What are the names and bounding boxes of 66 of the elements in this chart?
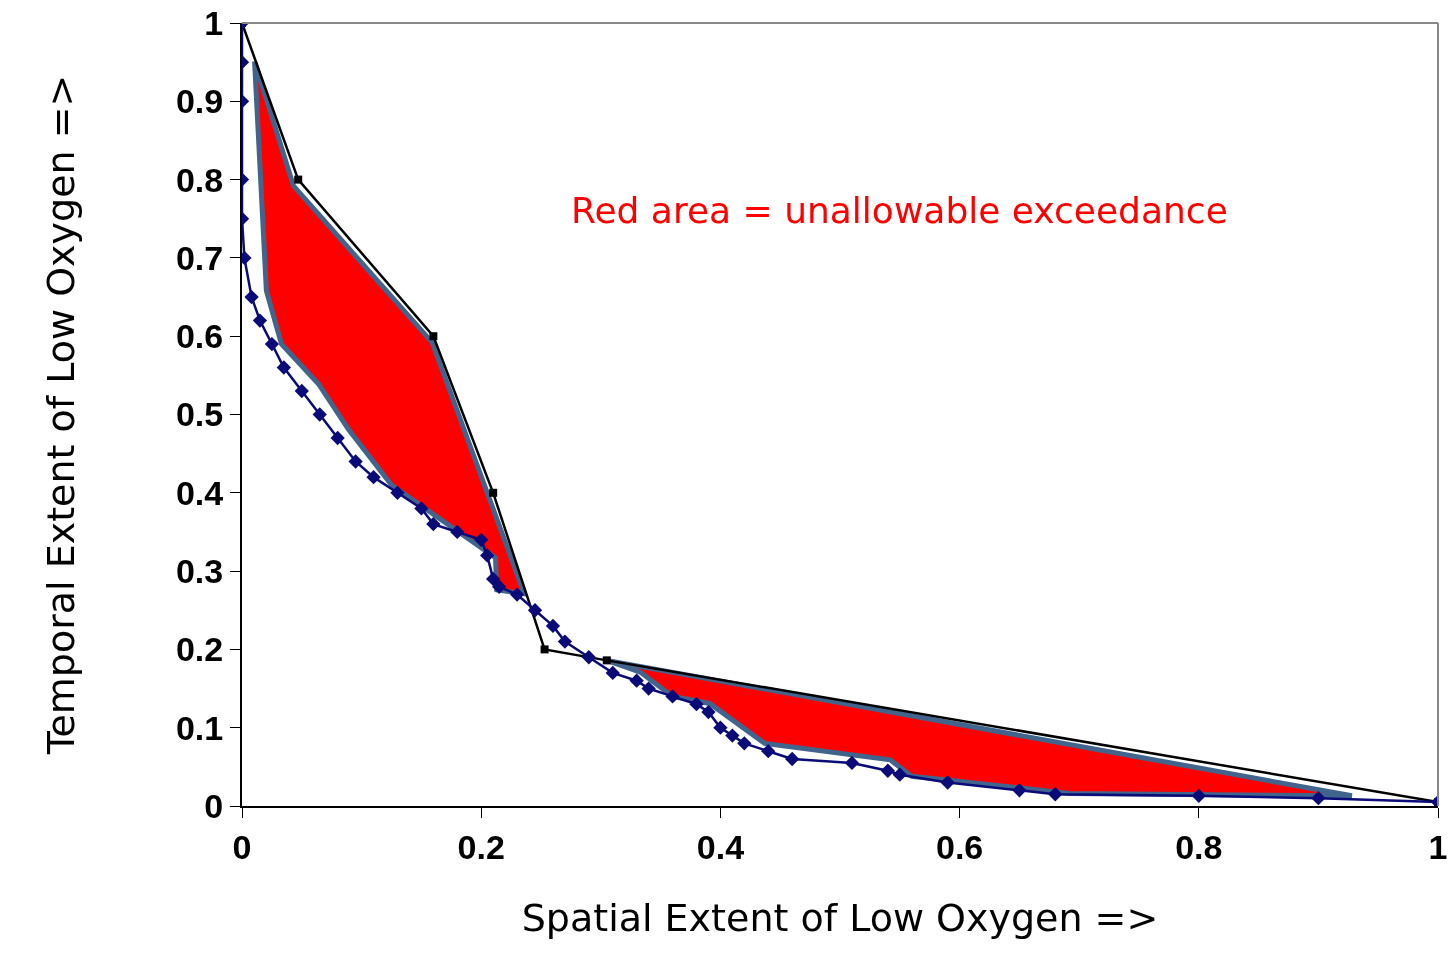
point <box>557 634 573 649</box>
point <box>629 673 644 688</box>
point <box>348 454 363 469</box>
point <box>294 383 309 399</box>
y-tick-label: 0.9 <box>175 82 224 121</box>
point <box>390 485 405 500</box>
point <box>1012 783 1027 798</box>
point <box>429 332 438 341</box>
point <box>366 469 381 485</box>
point <box>330 430 345 446</box>
y-tick-label: 0 <box>204 786 224 825</box>
x-tick-label: 0.4 <box>696 827 745 866</box>
point <box>1311 791 1326 806</box>
point <box>689 697 704 712</box>
y-tick-label: 0.5 <box>175 395 224 434</box>
point <box>1048 787 1063 802</box>
point <box>761 744 776 759</box>
y-axis-title: Temporal Extent of Low Oxygen => <box>38 74 83 756</box>
x-tick-label: 0.8 <box>1175 827 1223 866</box>
point <box>486 571 501 587</box>
point <box>450 524 465 540</box>
y-tick-label: 0.4 <box>175 473 224 512</box>
x-tick-label: 0.2 <box>457 827 505 866</box>
point <box>1191 788 1206 803</box>
point <box>294 175 303 184</box>
x-tick-label: 0.6 <box>935 827 984 866</box>
point <box>509 587 525 602</box>
point <box>605 665 620 681</box>
point <box>474 532 489 547</box>
point <box>426 516 441 532</box>
point <box>785 751 800 767</box>
point <box>545 618 561 634</box>
point <box>276 360 292 375</box>
y-tick-label: 0.1 <box>175 708 224 747</box>
x-tick-label: 0 <box>232 827 252 866</box>
point <box>737 736 752 751</box>
y-tick-label: 0.7 <box>175 238 224 277</box>
x-axis-title: Spatial Extent of Low Oxygen => <box>521 896 1159 941</box>
y-tick-label: 0.6 <box>175 317 224 356</box>
point <box>713 720 728 735</box>
point <box>540 645 549 654</box>
point <box>480 548 495 563</box>
point <box>252 313 268 328</box>
y-tick-label: 0.8 <box>175 160 224 199</box>
point <box>641 681 656 696</box>
x-tick-label: 1 <box>1428 827 1448 866</box>
point <box>701 704 716 720</box>
point <box>489 488 498 497</box>
annotation: Red area = unallowable exceedance <box>571 190 1228 231</box>
y-tick-label: 0.2 <box>175 630 224 669</box>
point <box>312 407 327 422</box>
point <box>264 336 280 352</box>
point <box>244 289 259 305</box>
y-tick-label: 0.3 <box>175 552 224 590</box>
point <box>892 767 907 782</box>
point <box>880 763 895 778</box>
point <box>844 755 860 771</box>
point <box>581 650 596 665</box>
point <box>940 775 955 790</box>
point <box>665 689 680 704</box>
y-tick-label: 1 <box>204 3 224 42</box>
point <box>527 603 543 618</box>
point <box>602 656 611 665</box>
point <box>414 501 429 516</box>
point <box>725 728 740 743</box>
point <box>491 579 507 594</box>
